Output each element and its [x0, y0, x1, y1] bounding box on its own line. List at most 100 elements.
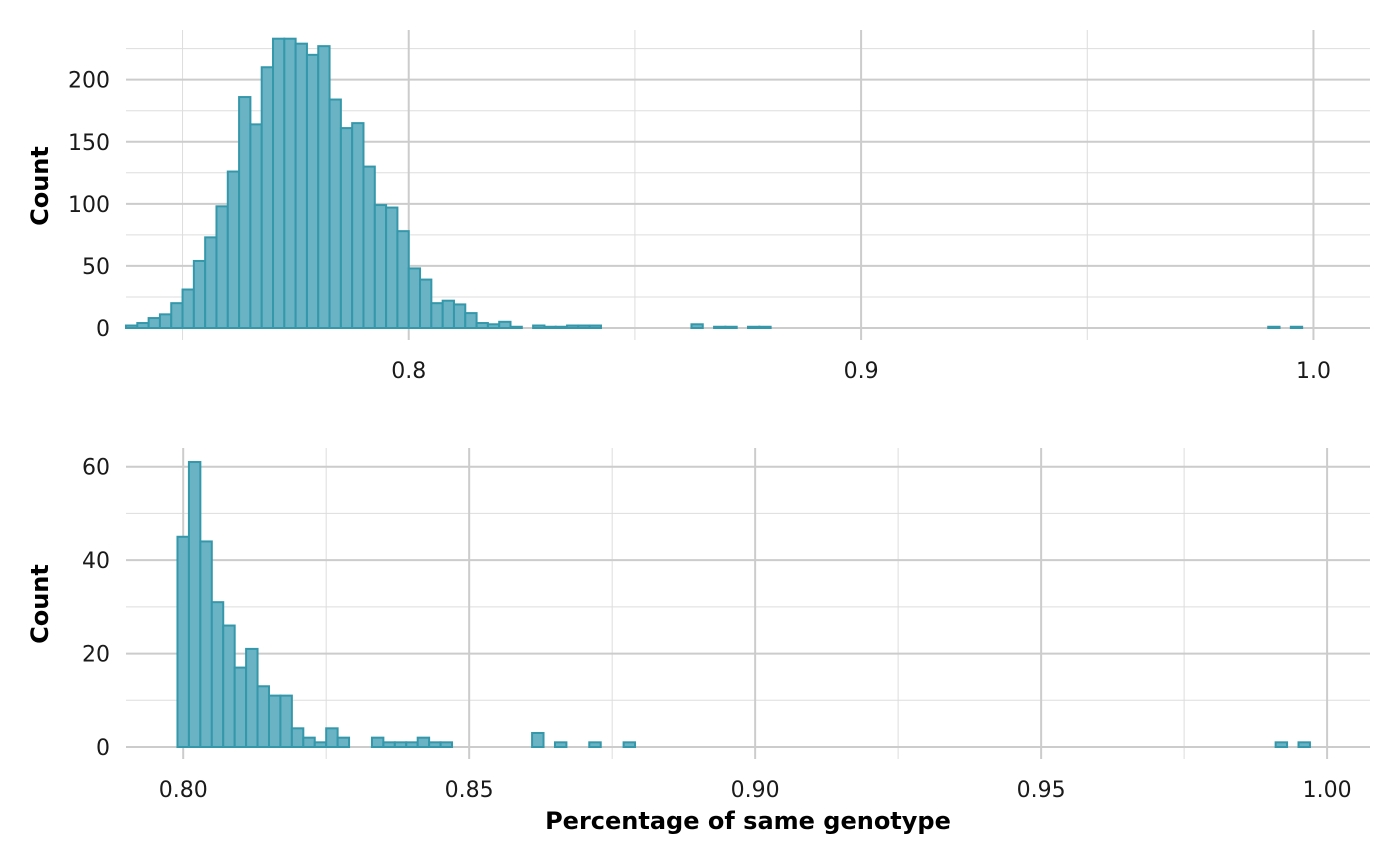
x-tick-label: 0.80 [159, 778, 208, 803]
histogram-bar [758, 325, 772, 329]
histogram-bar [305, 53, 320, 329]
histogram-bar [294, 42, 308, 330]
histogram-bar [336, 736, 351, 748]
histogram-bar [553, 741, 568, 748]
y-tick-label: 60 [82, 456, 110, 481]
histogram-bar [256, 685, 270, 748]
histogram-bar [441, 299, 455, 329]
histogram-bar [373, 204, 388, 329]
histogram-bar [325, 727, 339, 748]
x-tick-label: 1.00 [1303, 778, 1352, 803]
histogram-bar [226, 170, 241, 329]
histogram-bar [362, 165, 376, 329]
histogram-bar [393, 741, 408, 748]
histogram-bar [245, 647, 259, 748]
histogram-bar [192, 259, 207, 330]
y-tick-label: 0 [96, 736, 110, 761]
histogram-bar [1297, 741, 1311, 748]
histogram-bar [428, 741, 442, 748]
histogram-bar [125, 324, 139, 329]
x-tick-label: 0.90 [731, 778, 780, 803]
histogram-bar [176, 535, 190, 748]
y-axis-title: Count [26, 146, 54, 226]
histogram-bar [370, 736, 385, 748]
x-tick-label: 0.95 [1017, 778, 1066, 803]
histogram-bar [136, 322, 150, 329]
histogram-bar [452, 303, 467, 329]
histogram-bar [430, 302, 444, 329]
top-panel: 0.8 0.9 1.0 0 50 100 150 200 Count [26, 30, 1370, 384]
histogram-bar [407, 267, 422, 329]
y-tick-label: 50 [82, 255, 110, 280]
histogram-bar [317, 45, 331, 330]
histogram-bar [475, 322, 489, 329]
histogram-bar [158, 313, 173, 330]
histogram-bar [283, 37, 297, 329]
histogram-bar [238, 96, 252, 329]
histogram-bar [215, 205, 229, 329]
x-tick-label: 0.8 [391, 359, 426, 384]
histogram-bar [1267, 325, 1281, 329]
histogram-bar [351, 122, 365, 329]
bottom-panel: 0.80 0.85 0.90 0.95 1.00 0 20 40 60 Count Percenta… [26, 448, 1370, 835]
histogram-bar [577, 324, 591, 329]
histogram-bar [554, 325, 569, 329]
histogram-bar [339, 127, 354, 329]
histogram-bar [439, 741, 454, 748]
histogram-bar [290, 727, 305, 748]
histogram-bar [532, 324, 546, 329]
histogram-bar [187, 461, 202, 748]
histogram-bar [210, 601, 225, 748]
y-tick-label: 150 [68, 131, 110, 156]
x-axis-title: Percentage of same genotype [545, 807, 951, 835]
histogram-bar [747, 325, 761, 329]
y-tick-label: 100 [68, 193, 110, 218]
histogram-bar [382, 741, 396, 748]
y-axis-title: Count [26, 564, 54, 644]
histogram-bar [405, 741, 419, 748]
y-tick-label: 20 [82, 643, 110, 668]
histogram-bar [328, 98, 342, 329]
histogram-bar [543, 325, 557, 329]
histogram-bar [267, 694, 282, 748]
histogram-bar [313, 741, 328, 748]
y-tick-label: 0 [96, 317, 110, 342]
histogram-bar [464, 312, 478, 330]
histogram-bar [181, 288, 195, 329]
histogram-bar [498, 320, 512, 329]
histogram-bar [724, 325, 738, 329]
y-tick-label: 200 [68, 69, 110, 94]
histogram-bar [1274, 741, 1289, 748]
histogram-bar [272, 37, 286, 329]
histogram-bar [170, 302, 184, 329]
histogram-bar [385, 206, 399, 329]
histogram-bars [176, 461, 1311, 748]
histogram-bar [249, 123, 263, 329]
histogram-bar [509, 325, 523, 329]
histogram-bar [690, 323, 704, 329]
histogram-bar [588, 324, 602, 329]
x-tick-label: 0.9 [844, 359, 879, 384]
histogram-bar [199, 540, 213, 748]
histogram-bar [302, 736, 316, 748]
histogram-bar [204, 236, 218, 330]
histogram-bar [260, 66, 275, 329]
histogram-bar [588, 741, 602, 748]
histogram-bar [713, 325, 727, 329]
x-tick-label: 0.85 [445, 778, 494, 803]
histogram-bars [125, 37, 1304, 330]
histogram-bar [279, 694, 293, 748]
histogram-bar [416, 736, 431, 748]
histogram-bar [531, 731, 545, 748]
histogram-bar [419, 278, 433, 330]
histogram-bar [222, 624, 236, 748]
y-tick-label: 40 [82, 549, 110, 574]
histogram-bar [622, 741, 637, 748]
histogram-bar [396, 230, 410, 329]
histogram-bar [233, 666, 248, 748]
histogram-bar [486, 323, 501, 329]
histogram-bar [566, 324, 580, 329]
histogram-bar [1289, 325, 1304, 329]
histogram-bar [147, 317, 161, 330]
